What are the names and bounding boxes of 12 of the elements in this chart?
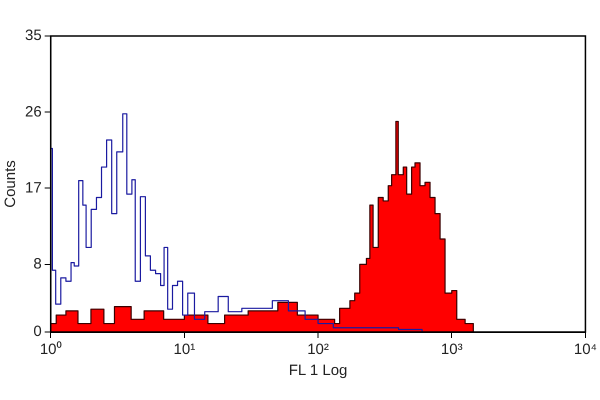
y-tick-label: 17 bbox=[24, 179, 42, 196]
x-axis-title: FL 1 Log bbox=[288, 362, 348, 380]
x-tick-label: 10⁴ bbox=[574, 341, 598, 358]
x-tick-label: 10⁰ bbox=[40, 341, 62, 358]
x-tick-label: 10³ bbox=[440, 341, 463, 358]
y-tick-label: 35 bbox=[24, 27, 42, 44]
y-tick-label: 0 bbox=[33, 323, 42, 340]
x-tick-label: 10¹ bbox=[174, 341, 196, 358]
y-tick-label: 8 bbox=[33, 255, 42, 272]
y-tick-label: 26 bbox=[24, 103, 42, 120]
x-tick-label: 10² bbox=[307, 341, 329, 358]
y-axis-title: Counts bbox=[2, 160, 20, 208]
